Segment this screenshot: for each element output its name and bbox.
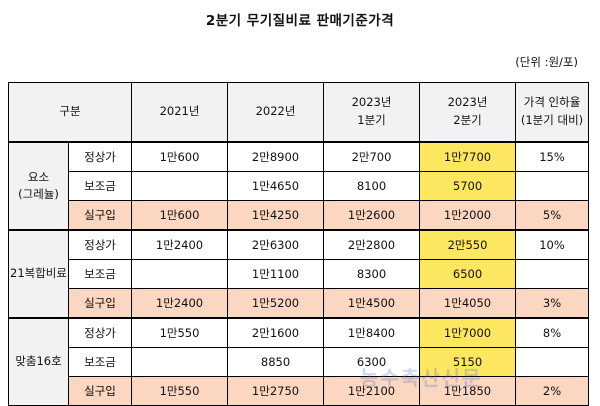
header-2021: 2021년: [131, 82, 229, 143]
cell-2023-q1: 1만2600: [323, 200, 421, 231]
cell-rate: 2%: [515, 376, 590, 406]
row-label: 보조금: [67, 347, 133, 377]
header-2022: 2022년: [227, 82, 325, 143]
product-name-21-compound: 21복합비료: [8, 229, 69, 319]
cell-2022: 1만4650: [227, 171, 325, 201]
row-label: 실구입: [67, 376, 133, 406]
header-2023-q2: 2023년 2분기: [419, 82, 517, 143]
cell-2023-q1: 1만8400: [323, 317, 421, 348]
cell-rate: [515, 171, 590, 201]
table-row: 맞춤16호 정상가 1만550 2만1600 1만8400 1만7000 8%: [8, 317, 590, 406]
cell-2022: 2만6300: [227, 229, 325, 260]
header-2023-q1: 2023년 1분기: [323, 82, 421, 143]
cell-2023-q1: 2만700: [323, 141, 421, 172]
cell-2023-q1: 1만4500: [323, 288, 421, 319]
cell-2021: 1만2400: [131, 288, 229, 319]
price-table: 구분 2021년 2022년 2023년 1분기 2023년 2분기 가격 인하율(…: [7, 82, 590, 406]
table-row: 보조금 1만1100 8300 6500: [9, 259, 590, 289]
row-label: 정상가: [67, 229, 133, 260]
cell-2023-q2: 1만7700: [419, 141, 517, 172]
cell-2023-q1: 6300: [323, 347, 421, 377]
row-label: 실구입: [67, 200, 133, 231]
cell-2021: 1만550: [131, 376, 229, 406]
table-row: 실구입 1만550 1만2750 1만2100 1만1850 2%: [9, 376, 590, 406]
cell-2022: 1만2750: [227, 376, 325, 406]
table-row: 실구입 1만2400 1만5200 1만4500 1만4050 3%: [9, 288, 590, 319]
table-row: 21복합비료 정상가 1만2400 2만6300 2만2800 2만550 10…: [8, 229, 590, 319]
cell-rate: [515, 347, 590, 377]
cell-2023-q1: 8300: [323, 259, 421, 289]
row-label: 보조금: [67, 259, 133, 289]
cell-2021: [131, 171, 229, 201]
cell-2021: 1만600: [131, 141, 229, 172]
cell-2023-q2: 5700: [419, 171, 517, 201]
cell-2023-q2: 1만2000: [419, 200, 517, 231]
row-label: 정상가: [67, 317, 133, 348]
row-label: 보조금: [67, 171, 133, 201]
cell-2022: 2만8900: [227, 141, 325, 172]
cell-2023-q2: 2만550: [419, 229, 517, 260]
cell-2022: 8850: [227, 347, 325, 377]
cell-2022: 2만1600: [227, 317, 325, 348]
table-row: 보조금 1만4650 8100 5700: [9, 171, 590, 201]
product-name-custom-16: 맞춤16호: [8, 317, 69, 406]
cell-2023-q2: 1만4050: [419, 288, 517, 319]
cell-2021: 1만550: [131, 317, 229, 348]
cell-rate: 3%: [515, 288, 590, 319]
cell-2021: 1만2400: [131, 229, 229, 260]
table-row: 실구입 1만600 1만4250 1만2600 1만2000 5%: [9, 200, 590, 231]
table-row: 요소 (그레뉼) 정상가 1만600 2만8900 2만700 1만7700 15…: [8, 141, 590, 231]
cell-2022: 1만1100: [227, 259, 325, 289]
cell-2023-q1: 2만2800: [323, 229, 421, 260]
cell-2023-q1: 8100: [323, 171, 421, 201]
cell-rate: 15%: [515, 141, 590, 172]
cell-rate: [515, 259, 590, 289]
product-name-urea: 요소 (그레뉼): [8, 141, 69, 231]
cell-rate: 8%: [515, 317, 590, 348]
cell-2023-q1: 1만2100: [323, 376, 421, 406]
header-row: 구분 2021년 2022년 2023년 1분기 2023년 2분기 가격 인하율(…: [7, 82, 590, 143]
unit-label: (단위 :원/포): [515, 55, 578, 69]
cell-2023-q2: 1만1850: [419, 376, 517, 406]
cell-2021: 1만600: [131, 200, 229, 231]
cell-2023-q2: 6500: [419, 259, 517, 289]
cell-2021: [131, 259, 229, 289]
cell-2022: 1만5200: [227, 288, 325, 319]
header-gubun: 구분: [7, 82, 133, 143]
cell-2022: 1만4250: [227, 200, 325, 231]
row-label: 실구입: [67, 288, 133, 319]
cell-rate: 5%: [515, 200, 590, 231]
table-row: 보조금 8850 6300 5150: [9, 347, 590, 377]
cell-2021: [131, 347, 229, 377]
row-label: 정상가: [67, 141, 133, 172]
cell-2023-q2: 5150: [419, 347, 517, 377]
page-title: 2분기 무기질비료 판매기준가격: [205, 13, 395, 29]
cell-2023-q2: 1만7000: [419, 317, 517, 348]
header-reduction-rate: 가격 인하율 (1분기 대비): [515, 82, 590, 143]
cell-rate: 10%: [515, 229, 590, 260]
